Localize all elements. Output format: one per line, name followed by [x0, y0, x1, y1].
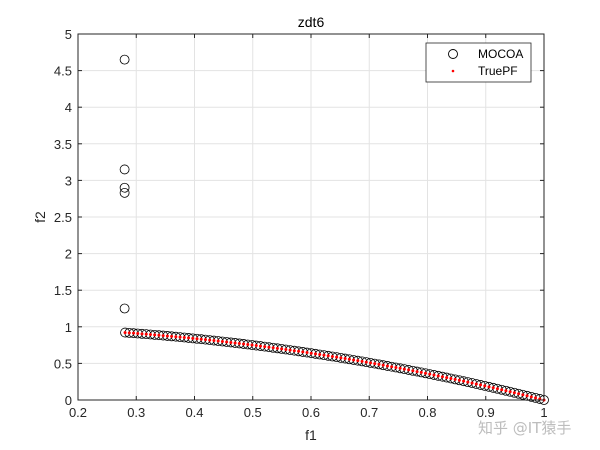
y-tick-label: 3.5: [54, 137, 72, 152]
x-tick-label: 0.8: [418, 405, 436, 420]
y-tick-label: 4.5: [54, 64, 72, 79]
y-tick-label: 1: [65, 320, 72, 335]
x-axis-label: f1: [305, 427, 317, 443]
x-tick-label: 0.6: [302, 405, 320, 420]
y-tick-label: 3: [65, 173, 72, 188]
y-axis-label: f2: [32, 211, 48, 223]
x-tick-label: 0.3: [127, 405, 145, 420]
legend-label-mocoa: MOCOA: [478, 47, 523, 61]
chart-title: zdt6: [298, 14, 325, 30]
grid-lines: [77, 33, 545, 401]
legend-circle-icon: [448, 49, 458, 59]
x-tick-label: 1: [540, 405, 547, 420]
axis-ticks: 0.2 0.3 0.4 0.5 0.6 0.7 0.8 0.9 1 0 0.5 1 1.5 2 2.5 3 3.…: [54, 27, 548, 420]
x-tick-label: 0.2: [69, 405, 87, 420]
legend: MOCOA TruePF: [425, 42, 532, 83]
y-tick-label: 5: [65, 27, 72, 42]
x-tick-label: 0.4: [185, 405, 203, 420]
y-tick-label: 4: [65, 100, 72, 115]
y-tick-label: 2: [65, 247, 72, 262]
legend-label-truepf: TruePF: [478, 64, 518, 78]
y-tick-label: 1.5: [54, 283, 72, 298]
x-tick-label: 0.7: [360, 405, 378, 420]
legend-dot-icon: [451, 69, 455, 73]
data-points: [119, 54, 549, 405]
watermark: 知乎 @IT猿手: [478, 419, 571, 437]
x-tick-label: 0.9: [477, 405, 495, 420]
y-tick-label: 2.5: [54, 210, 72, 225]
legend-box: [425, 42, 532, 83]
y-tick-label: 0: [65, 393, 72, 408]
y-tick-label: 0.5: [54, 356, 72, 371]
x-tick-label: 0.5: [244, 405, 262, 420]
